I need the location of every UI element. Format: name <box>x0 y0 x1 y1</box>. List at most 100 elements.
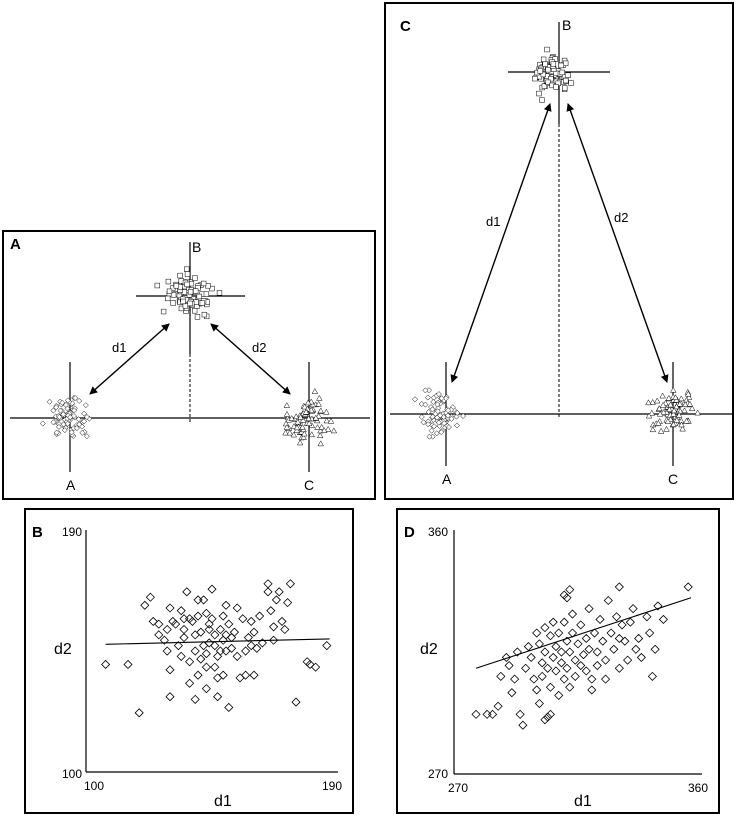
data-point <box>529 674 539 684</box>
data-point <box>532 628 542 638</box>
cluster-point <box>311 388 319 394</box>
data-point <box>190 630 200 640</box>
cluster-point <box>683 417 690 424</box>
data-point <box>215 646 225 656</box>
data-point <box>556 658 567 668</box>
data-point <box>190 694 200 704</box>
cluster-point <box>83 414 90 420</box>
cluster-point <box>294 418 302 425</box>
data-point <box>190 646 200 656</box>
cluster-point <box>682 401 689 407</box>
data-point <box>179 632 189 643</box>
data-point <box>204 638 214 648</box>
data-point <box>565 585 575 595</box>
cluster-point <box>315 412 322 419</box>
data-point <box>570 671 580 681</box>
cluster-point <box>435 391 442 398</box>
panel-c: C B A C d1 d2 <box>384 2 734 500</box>
data-point <box>243 632 253 643</box>
data-point <box>545 631 556 641</box>
data-point <box>185 657 195 667</box>
cluster-point <box>445 412 451 419</box>
panel-b-xtick-right: 190 <box>322 779 342 793</box>
cluster-point <box>548 76 554 82</box>
cluster-point <box>562 85 568 91</box>
data-point <box>609 644 619 654</box>
cluster-point <box>656 405 663 412</box>
data-point <box>592 647 602 657</box>
data-point <box>221 646 231 656</box>
panel-c-diagram: B A C d1 d2 <box>390 17 732 487</box>
data-point <box>210 641 220 651</box>
cluster-point <box>82 402 89 409</box>
data-point <box>634 633 644 644</box>
data-point <box>576 620 586 630</box>
data-point <box>140 600 150 610</box>
cluster-point <box>670 410 677 417</box>
data-point <box>249 627 259 637</box>
cluster-point <box>64 420 71 427</box>
cluster-point <box>312 414 320 421</box>
data-point <box>534 698 544 709</box>
cluster-point <box>61 427 68 434</box>
data-point <box>199 641 209 651</box>
cluster-point <box>192 308 198 314</box>
panel-c-label-a: A <box>442 471 452 487</box>
data-point <box>614 582 624 592</box>
trend-line <box>475 597 692 669</box>
cluster-point <box>645 412 653 419</box>
data-point <box>227 632 237 643</box>
panel-d-scatter: 360 270 270 360 d1 d2 <box>420 525 708 810</box>
data-point <box>246 616 256 626</box>
data-point <box>636 652 646 662</box>
data-point <box>201 684 211 694</box>
data-point <box>229 627 239 637</box>
data-point <box>311 662 321 672</box>
data-point <box>224 702 234 713</box>
data-point <box>274 587 284 597</box>
cluster-point <box>670 407 678 414</box>
data-point <box>592 660 602 671</box>
panel-a-arrow-d1 <box>89 323 170 395</box>
data-point <box>207 584 217 594</box>
cluster-point <box>656 410 664 417</box>
cluster-point <box>694 409 701 416</box>
data-point <box>218 670 228 680</box>
data-point <box>182 587 192 597</box>
cluster-point <box>559 69 565 76</box>
cluster-point <box>532 75 538 82</box>
cluster-point <box>315 400 322 407</box>
data-point <box>165 692 175 702</box>
cluster-point <box>64 405 71 412</box>
cluster-point <box>435 419 442 426</box>
data-point <box>614 663 624 673</box>
cluster-point <box>412 396 418 403</box>
data-point <box>302 657 312 667</box>
cluster-point <box>178 305 185 312</box>
data-point <box>201 649 211 659</box>
cluster-point <box>659 392 666 399</box>
panel-b-xlabel: d1 <box>214 793 232 810</box>
panel-d: D 360 270 270 360 d1 d2 <box>396 508 720 814</box>
data-point <box>134 708 144 718</box>
data-point <box>207 614 217 624</box>
data-point <box>587 685 597 695</box>
data-point <box>238 614 248 624</box>
cluster-point <box>57 407 64 414</box>
panel-a-label-d1: d1 <box>112 340 126 355</box>
panel-b-xtick-left: 100 <box>84 779 104 793</box>
panel-c-letter: C <box>400 18 411 35</box>
cluster-point <box>670 386 677 393</box>
cluster-point <box>655 420 662 426</box>
data-point <box>510 674 520 684</box>
data-point <box>570 655 580 665</box>
data-point <box>249 670 259 680</box>
data-point <box>291 697 301 707</box>
data-point <box>581 633 591 644</box>
cluster-point <box>426 433 433 440</box>
data-point <box>266 606 276 616</box>
data-point <box>540 647 550 657</box>
cluster-point <box>184 266 190 272</box>
data-point <box>523 642 533 652</box>
cluster-point <box>56 413 63 420</box>
